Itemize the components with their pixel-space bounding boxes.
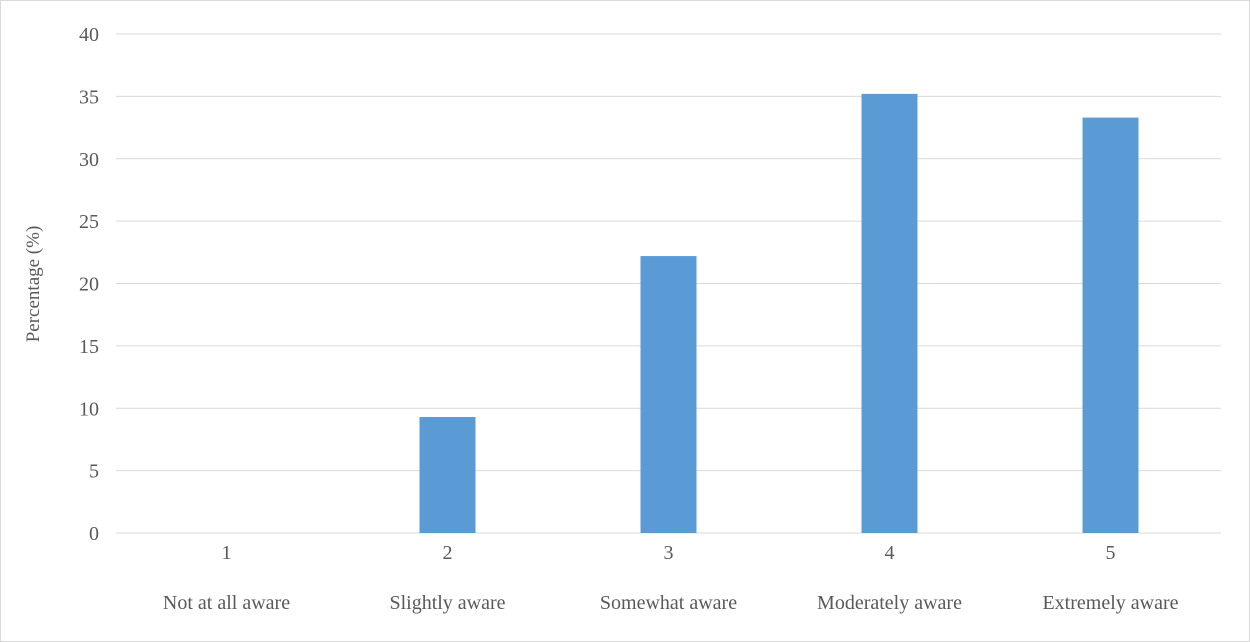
bar-4: [861, 93, 918, 533]
x-category-label: Somewhat aware: [600, 592, 737, 614]
bar-2: [419, 416, 476, 533]
y-tick-label: 10: [79, 398, 99, 420]
y-tick-label: 40: [79, 24, 99, 46]
x-category-label: Not at all aware: [163, 592, 290, 614]
x-axis-categories: 1 Not at all aware 2 Slightly aware 3 Somewha…: [163, 542, 1179, 614]
y-tick-label: 30: [79, 149, 99, 171]
y-tick-label: 20: [79, 274, 99, 296]
y-tick-label: 0: [89, 523, 99, 545]
x-category-label: Moderately aware: [817, 592, 962, 614]
x-category-label: Extremely aware: [1042, 592, 1178, 614]
y-axis-ticks: 0 5 10 15 20 25 30 35 40: [79, 24, 99, 545]
x-category-number: 4: [885, 542, 895, 564]
x-category-number: 3: [664, 542, 674, 564]
bars: [419, 93, 1139, 534]
bar-3: [640, 256, 697, 533]
x-category-number: 2: [443, 542, 453, 564]
bar-5: [1082, 117, 1139, 534]
x-category-label: Slightly aware: [389, 592, 505, 614]
y-tick-label: 25: [79, 211, 99, 233]
x-category-number: 5: [1106, 542, 1116, 564]
x-category-number: 1: [222, 542, 232, 564]
y-tick-label: 5: [89, 461, 99, 483]
y-tick-label: 15: [79, 336, 99, 358]
y-axis-title: Percentage (%): [23, 226, 44, 343]
y-tick-label: 35: [79, 86, 99, 108]
